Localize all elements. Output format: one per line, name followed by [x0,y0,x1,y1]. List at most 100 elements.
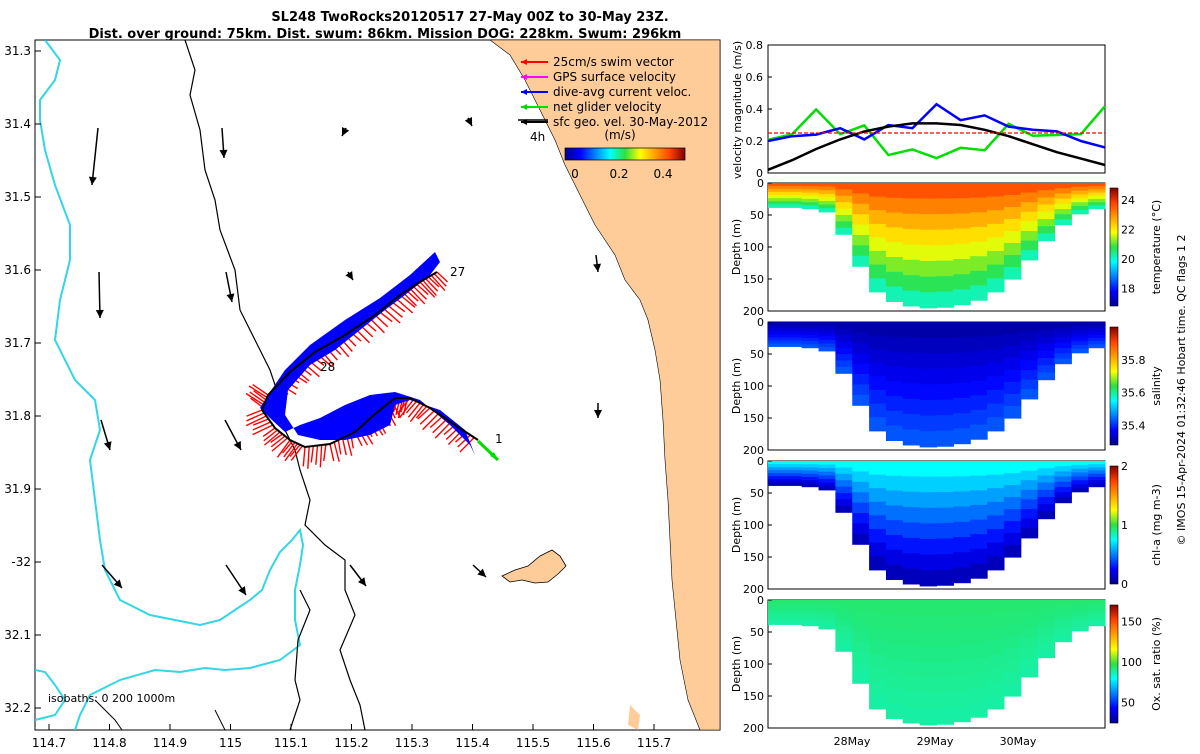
swim-vector-head [343,449,347,456]
section-cell [919,476,938,493]
section-cell [835,619,853,627]
section-cell [1020,667,1039,678]
section-cell [919,214,938,231]
section-cell [1054,322,1072,328]
map-y-tick-label: 31.5 [4,190,31,204]
geo-arrow-head [342,127,350,136]
geo-arrow-head [464,117,472,126]
swim-vector [425,278,439,292]
section-cell [1020,341,1039,352]
section-cell [768,461,786,465]
section-cell [936,245,954,262]
section-cell [987,474,1005,489]
section-cell [852,620,870,632]
section-cell [784,467,803,471]
section-cell [936,353,954,370]
section-cell [852,245,870,257]
section-cell [768,467,786,471]
section-cell [869,488,887,503]
section-cell [768,201,786,205]
section-cell [919,261,938,278]
swim-vector [337,439,342,455]
map-x-tick-label: 115.4 [455,736,489,750]
section-cell [768,615,786,619]
section-cell [869,681,887,696]
swim-vector [283,441,296,458]
section-cell [919,662,938,679]
section-cell [1088,603,1106,607]
swim-vector-head [284,455,288,461]
section-cell [953,491,971,508]
section-cell [885,461,904,477]
time-axis: 28May 29May 30May [834,735,1037,748]
section-cell [1037,614,1056,623]
section-y-tick-label: 50 [750,626,764,639]
section-cell [919,615,938,632]
swim-vector [271,437,288,452]
section-cell [1003,334,1022,347]
section-cell [902,676,921,693]
section-cell [885,227,904,243]
section-cell [784,473,803,477]
section-cell [902,352,921,369]
section-cell [902,568,921,585]
swim-vector [432,418,448,434]
map-x-tick-label: 115.6 [576,736,610,750]
section-cell [1088,470,1106,475]
geo-arrow-head [103,441,112,450]
section-cell [835,360,853,368]
swim-vector-head [336,456,340,462]
section-cell [902,522,921,539]
vel-y-tick-label: 0.4 [746,103,764,116]
swim-vector-head [291,455,294,461]
section-cell [902,537,921,554]
section-cell [1054,481,1072,488]
section-cell [1054,353,1072,359]
section-cell [801,477,820,481]
section-cell [869,417,887,432]
section-cell [936,337,954,354]
section-cell [919,631,938,648]
section-cell [987,183,1005,198]
credit-text: © IMOS 15-Apr-2024 01:32:46 Hobart time.… [1175,235,1188,546]
section-cell [784,334,803,338]
section-cell [835,215,853,222]
section-cell [1054,476,1072,483]
section-cell [1003,521,1022,534]
section-cell [902,383,921,400]
section-cell [1088,325,1106,329]
section-cell [801,205,820,210]
section-cell [970,504,988,521]
swim-vector [459,437,475,453]
swim-vector [417,407,431,420]
section-cell [885,688,904,705]
section-cell [1003,322,1022,335]
section-cell [818,186,836,191]
section-cell [784,615,803,619]
section-cell [768,609,786,613]
section-cell [818,610,836,615]
section-cell [1003,243,1022,256]
section-cell [1020,499,1039,510]
section-cell [987,461,1005,476]
section-cell [970,475,988,491]
section-cell [902,707,921,724]
section-cell [768,603,786,607]
section-cell [768,606,786,610]
geo-arrow-head [88,176,97,185]
section-cell [801,622,820,627]
section-cell [936,260,954,277]
swim-vector-head [253,421,259,426]
geo-arrow-head [113,579,122,588]
section-colorbar-label: Ox. sat. ratio (%) [1150,617,1163,711]
vel-y-tick-label: 0.2 [746,135,764,148]
section-cell [768,322,786,326]
section-cell [936,507,954,524]
day-label-28: 28 [320,360,335,374]
section-cell [801,331,820,336]
section-cell [1054,337,1072,344]
colorbar-gradient [564,147,686,161]
section-cell [869,376,887,391]
legend-label: net glider velocity [553,100,661,114]
